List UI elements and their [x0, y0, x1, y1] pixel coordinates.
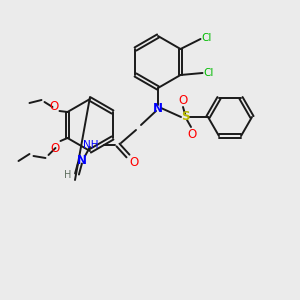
Text: O: O [129, 157, 139, 169]
Text: N: N [77, 154, 87, 166]
Text: N: N [153, 101, 163, 115]
Text: H: H [64, 170, 72, 180]
Text: O: O [188, 128, 196, 140]
Text: O: O [178, 94, 188, 106]
Text: O: O [50, 100, 59, 112]
Text: Cl: Cl [201, 33, 212, 43]
Text: Cl: Cl [203, 68, 214, 78]
Text: S: S [181, 110, 189, 124]
Text: NH: NH [82, 140, 98, 150]
Text: O: O [51, 142, 60, 154]
